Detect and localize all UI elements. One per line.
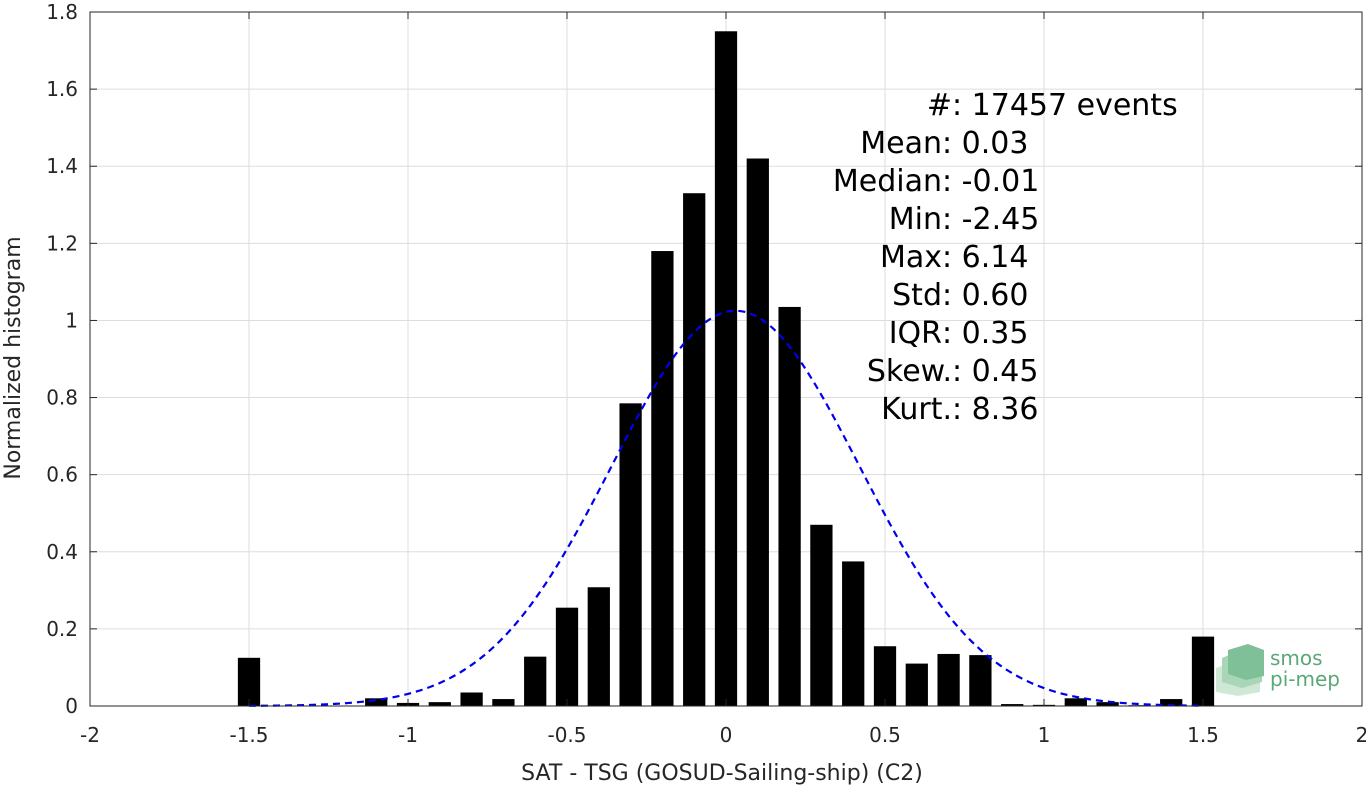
y-tick-label: 0.4 bbox=[46, 540, 78, 564]
histogram-bar bbox=[969, 655, 992, 706]
histogram-bar bbox=[492, 699, 515, 706]
stat-number: 8.36 bbox=[972, 392, 1039, 427]
histogram-bar bbox=[651, 251, 674, 707]
stat-label: # bbox=[927, 88, 952, 123]
stat-label: Skew. bbox=[867, 354, 952, 389]
stat-value: : 0.45 bbox=[952, 354, 1038, 389]
y-axis-label: Normalized histogram bbox=[1, 236, 26, 479]
stat-value: : 8.36 bbox=[952, 392, 1038, 427]
stat-number: -0.01 bbox=[962, 164, 1040, 199]
stat-label: Std bbox=[892, 278, 942, 313]
normal-fit-line bbox=[248, 309, 1204, 707]
smos-pi-mep-logo: smos pi-mep bbox=[1216, 644, 1340, 696]
histogram-bar bbox=[1191, 636, 1215, 706]
histogram-bar bbox=[873, 646, 897, 706]
histogram-bar bbox=[237, 657, 261, 706]
stat-separator: : bbox=[952, 392, 972, 427]
histogram-bar bbox=[714, 31, 738, 707]
stat-separator: : bbox=[942, 164, 962, 199]
stat-label: Kurt. bbox=[881, 392, 952, 427]
histogram-bar bbox=[778, 306, 801, 706]
histogram-bar bbox=[1064, 698, 1087, 706]
histogram-bar bbox=[1096, 702, 1119, 706]
y-tick-label: 1.4 bbox=[46, 154, 78, 178]
stat-number: 0.45 bbox=[972, 354, 1039, 389]
x-tick-label: 1 bbox=[1038, 723, 1051, 747]
normal-fit-curve bbox=[248, 309, 1204, 707]
stat-number: 0.35 bbox=[962, 316, 1029, 351]
y-tick-label: 1.6 bbox=[46, 77, 78, 101]
stat-separator: : bbox=[942, 126, 962, 161]
stat-label: Min bbox=[889, 202, 942, 237]
stat-number: 17457 events bbox=[972, 88, 1178, 123]
stat-label: Mean bbox=[860, 126, 942, 161]
axes bbox=[89, 11, 1363, 707]
histogram-bar bbox=[746, 158, 769, 706]
tick-labels: -2 -1.5 -1 -0.5 0 0.5 1 1.5 2 0 0.2 0.4 0.6 0.8 1 1.2 1.… bbox=[46, 0, 1366, 747]
stat-value: : -2.45 bbox=[942, 202, 1039, 237]
stat-label: IQR bbox=[889, 316, 942, 351]
x-tick-label: 0.5 bbox=[869, 723, 901, 747]
x-tick-label: 1.5 bbox=[1187, 723, 1219, 747]
stat-label: Max bbox=[880, 240, 942, 275]
histogram-bars bbox=[237, 31, 1215, 707]
stat-separator: : bbox=[942, 240, 962, 275]
stat-separator: : bbox=[952, 354, 972, 389]
histogram-bar bbox=[1001, 704, 1024, 706]
histogram-bar bbox=[524, 656, 547, 706]
logo-text-smos: smos bbox=[1270, 646, 1323, 670]
stat-value: : 0.35 bbox=[942, 316, 1028, 351]
stat-number: 6.14 bbox=[962, 240, 1029, 275]
x-axis-label: SAT - TSG (GOSUD-Sailing-ship) (C2) bbox=[521, 761, 923, 786]
stat-number: 0.60 bbox=[962, 278, 1029, 313]
histogram-bar bbox=[555, 607, 579, 706]
histogram-bar bbox=[842, 561, 865, 706]
stat-number: 0.03 bbox=[962, 126, 1029, 161]
y-tick-label: 1.8 bbox=[46, 0, 78, 24]
histogram-bar bbox=[683, 193, 706, 706]
stat-label: Median bbox=[833, 164, 942, 199]
stat-separator: : bbox=[942, 202, 962, 237]
y-tick-label: 0.2 bbox=[46, 617, 78, 641]
histogram-bar bbox=[937, 653, 960, 706]
stat-value: : 0.03 bbox=[942, 126, 1028, 161]
y-tick-label: 0.6 bbox=[46, 463, 78, 487]
histogram-bar bbox=[460, 692, 483, 706]
histogram-bar bbox=[1160, 699, 1183, 706]
histogram-bar bbox=[619, 403, 642, 706]
plot-frame bbox=[89, 11, 1363, 707]
histogram-bar bbox=[428, 702, 451, 706]
stat-value: : 0.60 bbox=[942, 278, 1028, 313]
stat-value: : 6.14 bbox=[942, 240, 1028, 275]
y-tick-label: 0 bbox=[65, 694, 78, 718]
stat-value: : 17457 events bbox=[952, 88, 1178, 123]
stat-separator: : bbox=[942, 278, 962, 313]
stat-number: -2.45 bbox=[962, 202, 1040, 237]
histogram-bar bbox=[810, 524, 833, 706]
x-tick-label: -2 bbox=[80, 723, 100, 747]
histogram-bar bbox=[905, 663, 928, 706]
stat-separator: : bbox=[952, 88, 972, 123]
histogram-bar bbox=[587, 587, 610, 706]
y-tick-label: 0.8 bbox=[46, 386, 78, 410]
histogram-bar bbox=[365, 698, 388, 706]
x-tick-label: -1 bbox=[398, 723, 418, 747]
logo-text-pi-mep: pi-mep bbox=[1270, 667, 1340, 691]
logo-shape-3 bbox=[1228, 644, 1264, 680]
y-tick-label: 1.2 bbox=[46, 231, 78, 255]
stat-value: : -0.01 bbox=[942, 164, 1039, 199]
x-tick-label: -0.5 bbox=[547, 723, 586, 747]
x-tick-label: 0 bbox=[720, 723, 733, 747]
x-tick-label: 2 bbox=[1356, 723, 1366, 747]
x-tick-label: -1.5 bbox=[229, 723, 268, 747]
stat-separator: : bbox=[942, 316, 962, 351]
y-tick-label: 1 bbox=[65, 308, 78, 332]
